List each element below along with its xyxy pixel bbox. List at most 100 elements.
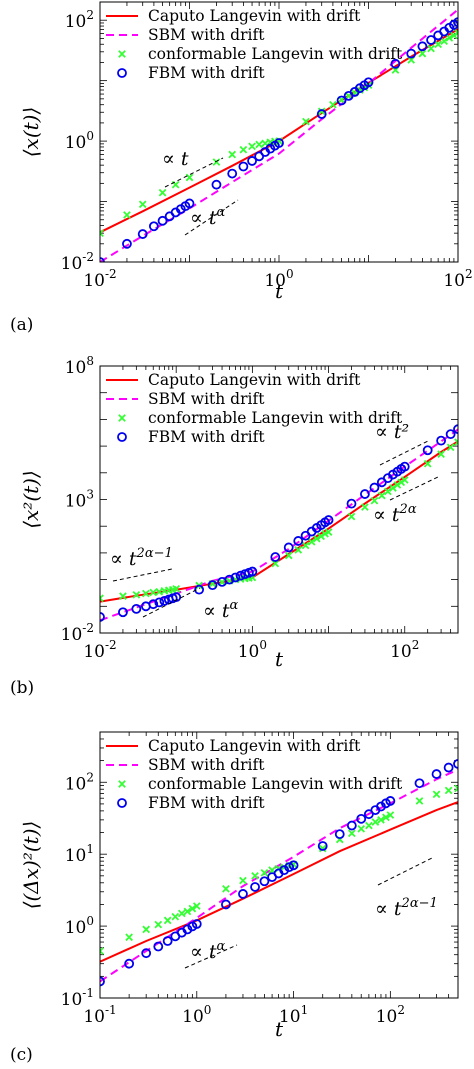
legend-entry: Caputo Langevin with drift: [148, 371, 361, 389]
series-point-fbm: [443, 762, 454, 773]
plot-frame: [99, 731, 459, 999]
series-point-conformable: [440, 37, 448, 45]
series-point-conformable: [158, 188, 167, 197]
series-point-fbm: [211, 179, 222, 190]
series-point-conformable: [212, 158, 221, 166]
series-point-conformable: [312, 534, 321, 543]
series-point-fbm: [153, 941, 164, 952]
series-point-fbm: [227, 168, 238, 179]
series-point-fbm: [270, 552, 281, 562]
series-point-conformable: [302, 117, 310, 126]
y-tick-label: 10-1: [61, 986, 94, 1010]
series-point-fbm: [259, 876, 270, 887]
series-point-fbm: [162, 936, 173, 946]
series-point-fbm: [238, 161, 249, 172]
annotation-label: ∝ t2α−1: [375, 896, 438, 920]
series-point-conformable: [446, 443, 455, 452]
series-point-conformable: [142, 589, 150, 598]
legend-swatch: [118, 414, 126, 422]
legend-entry: SBM with drift: [148, 756, 265, 774]
series-point-conformable: [188, 904, 197, 913]
series-point-fbm: [247, 156, 257, 166]
series-point-conformable: [450, 31, 458, 40]
series-point-fbm: [221, 899, 231, 910]
chart-panel-2: 10-2 100 102 10-2 103 108 t ⟨x²(t)⟩ (b) ∝ t2α−1 ∝ …: [10, 354, 459, 698]
y-tick-label: 101: [65, 842, 94, 866]
series-point-conformable: [454, 28, 458, 37]
series-point-conformable: [370, 496, 379, 505]
series-point-conformable: [218, 578, 226, 587]
series-point-conformable: [142, 925, 151, 934]
series-point-fbm: [191, 919, 202, 929]
series-point-conformable: [251, 871, 259, 880]
plot-area: [100, 759, 458, 987]
series-point-conformable: [427, 44, 435, 53]
series-point-conformable: [119, 592, 127, 600]
series-point-fbm: [124, 958, 135, 969]
plot-area: [100, 8, 458, 262]
series-point-fbm: [453, 759, 458, 769]
series-point-conformable: [347, 512, 356, 521]
series-point-fbm: [431, 769, 442, 779]
series-point-fbm: [422, 445, 433, 456]
series-point-conformable: [444, 786, 453, 795]
legend-swatch: [118, 780, 126, 788]
legend-swatch: [117, 798, 127, 808]
annotation-label: ∝ tα: [203, 598, 239, 622]
series-point-fbm: [445, 429, 456, 440]
legend-entry: conformable Langevin with drift: [148, 775, 403, 793]
series-point-fbm: [316, 109, 327, 119]
plot-frame: [99, 1, 459, 263]
series-point-conformable: [228, 150, 237, 159]
series-point-fbm: [414, 778, 425, 789]
y-tick-label: 10-2: [61, 621, 94, 645]
series-point-conformable: [437, 450, 445, 458]
series-point-fbm: [417, 41, 428, 52]
series-point-conformable: [172, 585, 181, 593]
x-tick-label: 102: [443, 267, 472, 291]
annotation-label: ∝ tα: [190, 205, 226, 229]
series-point-conformable: [423, 459, 432, 468]
series-point-fbm: [406, 48, 417, 59]
series-point-conformable: [185, 173, 194, 182]
series-point-conformable: [123, 211, 131, 219]
legend-entry: FBM with drift: [148, 428, 265, 446]
series-point-conformable: [317, 107, 326, 116]
series-point-fbm: [288, 860, 299, 871]
series-point-fbm: [230, 572, 241, 583]
series-point-conformable: [248, 142, 256, 151]
panel-label: (c): [10, 1045, 33, 1065]
y-tick-label: 108: [65, 354, 94, 378]
series-point-conformable: [432, 790, 441, 799]
series-point-conformable: [132, 590, 141, 599]
series-point-fbm: [100, 612, 105, 622]
series-point-fbm: [274, 138, 284, 148]
series-point-conformable: [171, 912, 180, 921]
legend-swatch: [117, 432, 127, 442]
legend-swatch: [118, 50, 126, 58]
series-point-conformable: [324, 528, 333, 536]
series-point-fbm: [247, 566, 258, 577]
series-point-conformable: [100, 594, 104, 603]
y-tick-label: 10-2: [61, 250, 94, 274]
guide-line: [112, 568, 173, 582]
x-tick-label: 100: [182, 1003, 211, 1027]
series-point-fbm: [284, 862, 295, 873]
guide-line: [142, 587, 201, 618]
plot-frame: [99, 365, 459, 634]
series-point-fbm: [323, 515, 334, 525]
series-point-conformable: [317, 532, 326, 541]
series-point-conformable: [100, 947, 104, 955]
series-point-fbm: [279, 865, 290, 876]
chart-panel-3: 10-1 100 101 102 10-1 100 101 102 t ⟨(Δx)²(t)⟩ (c)…: [10, 731, 459, 1065]
panel-label: (b): [10, 678, 34, 698]
series-point-fbm: [399, 461, 410, 472]
series-point-conformable: [377, 816, 385, 824]
series-point-conformable: [192, 902, 201, 910]
series-point-conformable: [163, 916, 172, 925]
series-point-fbm: [224, 574, 235, 585]
y-axis-label: ⟨x(t)⟩: [19, 107, 43, 158]
series-point-fbm: [346, 498, 357, 509]
series-point-conformable: [284, 551, 293, 560]
series-point-conformable: [260, 869, 269, 877]
